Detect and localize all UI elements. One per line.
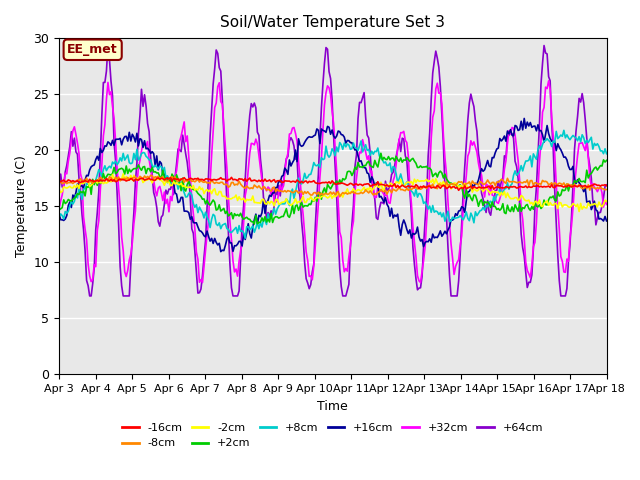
Line: -16cm: -16cm <box>59 177 607 190</box>
Title: Soil/Water Temperature Set 3: Soil/Water Temperature Set 3 <box>220 15 445 30</box>
-2cm <box>55 186 63 192</box>
+16cm <box>296 142 304 148</box>
-16cm <box>55 178 63 184</box>
+2cm <box>122 163 130 169</box>
+2cm <box>250 221 258 227</box>
+64cm <box>248 101 255 107</box>
Legend: -16cm, -8cm, -2cm, +2cm, +8cm, +16cm, +32cm, +64cm: -16cm, -8cm, -2cm, +2cm, +8cm, +16cm, +3… <box>118 419 548 453</box>
-16cm <box>228 174 236 180</box>
-8cm <box>603 187 611 192</box>
+32cm <box>545 78 552 84</box>
-16cm <box>122 178 130 184</box>
-2cm <box>603 198 611 204</box>
-2cm <box>238 196 246 202</box>
+16cm <box>217 249 225 254</box>
+16cm <box>575 180 583 186</box>
Line: +32cm: +32cm <box>59 81 607 283</box>
+32cm <box>238 242 246 248</box>
+32cm <box>122 274 130 279</box>
+16cm <box>220 248 228 253</box>
-16cm <box>603 183 611 189</box>
+32cm <box>198 280 206 286</box>
+16cm <box>603 218 611 224</box>
+2cm <box>603 157 611 163</box>
+2cm <box>296 204 304 209</box>
+2cm <box>55 207 63 213</box>
-16cm <box>218 176 226 182</box>
X-axis label: Time: Time <box>317 400 348 413</box>
+8cm <box>575 134 583 140</box>
Line: -2cm: -2cm <box>59 174 607 212</box>
+16cm <box>122 133 130 139</box>
+32cm <box>55 206 63 212</box>
+8cm <box>296 180 304 186</box>
+64cm <box>603 182 611 188</box>
+16cm <box>248 235 255 241</box>
+16cm <box>55 212 63 217</box>
-16cm <box>248 178 255 184</box>
+64cm <box>124 293 132 299</box>
-2cm <box>248 197 255 203</box>
-2cm <box>573 202 581 207</box>
Y-axis label: Temperature (C): Temperature (C) <box>15 156 28 257</box>
+8cm <box>241 235 249 241</box>
Line: +16cm: +16cm <box>59 119 607 252</box>
Text: EE_met: EE_met <box>67 43 118 56</box>
-16cm <box>455 187 463 193</box>
-2cm <box>575 209 583 215</box>
-16cm <box>575 183 583 189</box>
+32cm <box>575 141 583 146</box>
-8cm <box>147 172 154 178</box>
+8cm <box>122 155 130 160</box>
+64cm <box>540 43 548 48</box>
+2cm <box>218 207 226 213</box>
+16cm <box>238 243 246 249</box>
-2cm <box>124 178 132 183</box>
Line: +2cm: +2cm <box>59 153 607 224</box>
+8cm <box>237 228 244 234</box>
+8cm <box>603 151 611 156</box>
+32cm <box>220 123 228 129</box>
-8cm <box>220 181 228 187</box>
+32cm <box>603 202 611 207</box>
+8cm <box>218 222 226 228</box>
-2cm <box>119 171 127 177</box>
-2cm <box>220 193 228 199</box>
-2cm <box>296 199 304 205</box>
-16cm <box>238 176 246 182</box>
+64cm <box>86 293 93 299</box>
-8cm <box>336 194 344 200</box>
+2cm <box>575 176 583 181</box>
-8cm <box>238 183 246 189</box>
Line: -8cm: -8cm <box>59 175 607 197</box>
+8cm <box>560 128 568 133</box>
+64cm <box>575 96 583 101</box>
-8cm <box>248 185 255 191</box>
+64cm <box>55 186 63 192</box>
+2cm <box>237 210 244 216</box>
-8cm <box>575 182 583 188</box>
+16cm <box>520 116 528 121</box>
+64cm <box>296 194 304 200</box>
+32cm <box>296 176 304 181</box>
+64cm <box>238 221 246 227</box>
+2cm <box>377 150 385 156</box>
-8cm <box>122 176 130 182</box>
-8cm <box>55 180 63 186</box>
+8cm <box>55 215 63 220</box>
Line: +8cm: +8cm <box>59 131 607 238</box>
-8cm <box>296 189 304 195</box>
-16cm <box>296 180 304 186</box>
Line: +64cm: +64cm <box>59 46 607 296</box>
+8cm <box>248 225 255 231</box>
+64cm <box>220 132 228 138</box>
+32cm <box>248 141 255 146</box>
+2cm <box>246 216 253 222</box>
